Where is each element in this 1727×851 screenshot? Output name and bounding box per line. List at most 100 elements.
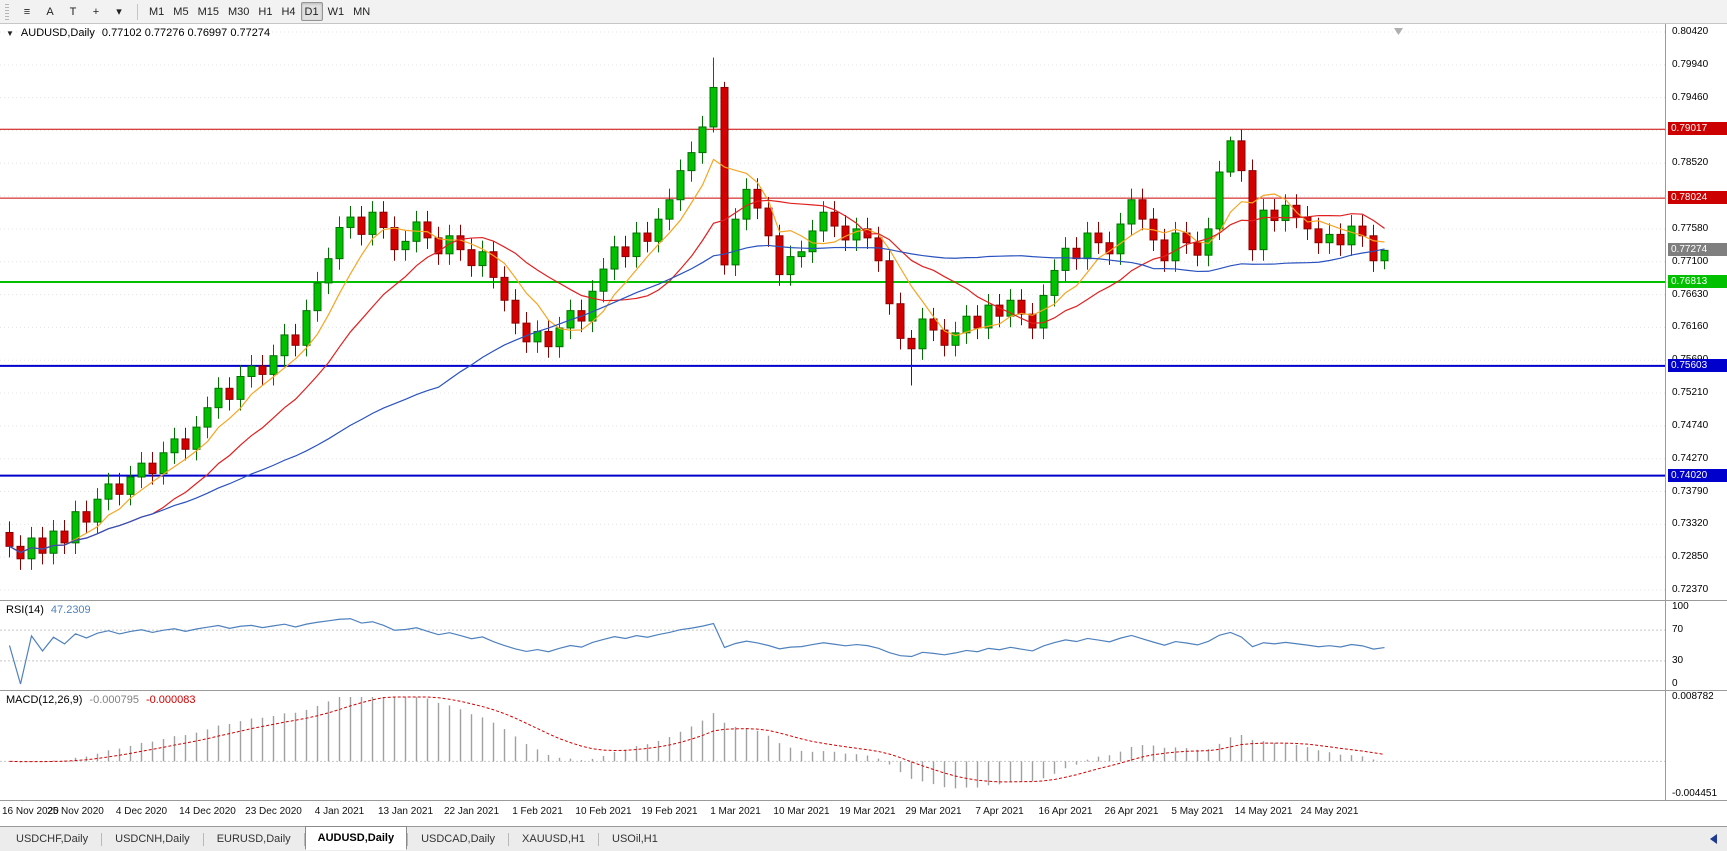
- price-level-label: 0.78024: [1668, 191, 1727, 205]
- rsi-label: RSI(14): [6, 604, 44, 616]
- chart-tab-xauusd[interactable]: XAUUSD,H1: [522, 833, 585, 845]
- time-axis-label: 5 May 2021: [1171, 806, 1224, 817]
- price-axis-tick: 0.73790: [1672, 485, 1709, 497]
- macd-label: MACD(12,26,9): [6, 694, 83, 706]
- time-axis-label: 22 Jan 2021: [443, 806, 500, 817]
- time-axis-label: 14 May 2021: [1234, 806, 1293, 817]
- chart-ohlc-values: 0.77102 0.77276 0.76997 0.77274: [101, 27, 271, 39]
- macd-pane[interactable]: MACD(12,26,9) -0.000795 -0.000083: [0, 691, 1665, 800]
- time-axis[interactable]: 16 Nov 2020 25 Nov 2020 4 Dec 2020 14 Dec 2…: [0, 801, 1727, 826]
- tab-divider: [508, 832, 510, 846]
- toolbar-separator: [137, 3, 138, 20]
- timeframe-mn-button[interactable]: MN: [353, 5, 371, 18]
- macd-title-bar: MACD(12,26,9) -0.000795 -0.000083: [6, 694, 196, 706]
- price-axis-tick: 0.74270: [1672, 452, 1709, 464]
- price-chart-canvas[interactable]: [0, 24, 1665, 600]
- chart-symbol-timeframe: AUDUSD,Daily: [20, 27, 95, 39]
- price-axis-tick: 0.75210: [1672, 387, 1709, 399]
- tab-divider: [598, 832, 599, 846]
- chart-bars-icon[interactable]: ≡: [23, 5, 31, 18]
- price-axis-tick: 0.77580: [1672, 222, 1709, 234]
- timeframe-d1-button[interactable]: D1: [300, 2, 323, 21]
- rsi-line: [8, 618, 1385, 685]
- chart-tab-usdchf[interactable]: USDCHF,Daily: [16, 833, 89, 845]
- slow-ma-line: [9, 244, 1385, 554]
- rsi-axis-tick: 30: [1672, 654, 1684, 666]
- price-axis-tick: 0.72850: [1672, 551, 1709, 563]
- price-axis-tick: 0.76160: [1672, 321, 1709, 333]
- chart-tab-usdcnh[interactable]: USDCNH,Daily: [115, 833, 190, 845]
- timeframe-m1-button[interactable]: M1: [149, 5, 165, 18]
- time-axis-label: 29 Mar 2021: [905, 806, 962, 817]
- price-level-label: 0.76813: [1668, 275, 1727, 289]
- crosshair-tool[interactable]: +: [92, 5, 100, 18]
- price-axis-tick: 0.77100: [1672, 255, 1709, 267]
- price-axis-tick: 0.80420: [1672, 26, 1709, 37]
- timeframe-m15-button[interactable]: M15: [197, 5, 219, 18]
- timeframe-h1-button[interactable]: H1: [258, 5, 273, 18]
- macd-axis-tick: -0.004451: [1672, 788, 1718, 799]
- tab-divider: [303, 832, 305, 846]
- time-axis-label: 10 Feb 2021: [575, 806, 632, 817]
- time-axis-label: 16 Apr 2021: [1038, 806, 1093, 817]
- toolbar-tools: ≡ A T + ▾: [16, 2, 130, 21]
- chart-tabs: USDCHF,Daily USDCNH,Daily EURUSD,Daily AUDU…: [3, 825, 671, 851]
- price-axis-tick: 0.78520: [1672, 157, 1709, 169]
- time-axis-label: 1 Mar 2021: [710, 806, 761, 817]
- time-axis-label: 13 Jan 2021: [377, 806, 434, 817]
- rsi-axis-tick: 100: [1672, 601, 1689, 612]
- macd-axis[interactable]: 0.008782 -0.004451: [1665, 691, 1727, 800]
- time-axis-label: 19 Feb 2021: [641, 806, 698, 817]
- macd-signal-line: [9, 696, 1385, 783]
- rsi-axis-tick: 0: [1672, 678, 1678, 689]
- price-axis-tick: 0.79940: [1672, 58, 1709, 70]
- chart-tab-usdcad[interactable]: USDCAD,Daily: [421, 833, 496, 845]
- macd-main-value: -0.000795: [89, 694, 139, 706]
- price-axis-tick: 0.76630: [1672, 288, 1709, 300]
- price-axis[interactable]: 0.804200.799400.794600.789800.785200.780…: [1665, 24, 1727, 600]
- rsi-axis[interactable]: 100 70 30 0: [1665, 601, 1727, 690]
- time-axis-label: 1 Feb 2021: [512, 806, 563, 817]
- toolbar: ≡ A T + ▾ M1 M5 M15 M30 H1 H4 D1 W1 MN: [0, 0, 1727, 24]
- time-axis-label: 23 Dec 2020: [245, 806, 302, 817]
- rsi-title-bar: RSI(14) 47.2309: [6, 604, 91, 616]
- timeframe-w1-button[interactable]: W1: [327, 5, 345, 18]
- timeframe-m30-button[interactable]: M30: [227, 5, 250, 18]
- tab-scroll-left-icon[interactable]: [1710, 834, 1717, 844]
- macd-canvas[interactable]: [0, 691, 1665, 800]
- symbol-dropdown-icon[interactable]: ▼: [6, 28, 14, 38]
- current-price-label: 0.77274: [1668, 243, 1727, 257]
- time-axis-label: 25 Nov 2020: [47, 806, 104, 817]
- chart-tabbar: USDCHF,Daily USDCNH,Daily EURUSD,Daily AUDU…: [0, 825, 1727, 851]
- tools-dropdown[interactable]: ▾: [116, 6, 122, 18]
- toolbar-timeframes: M1 M5 M15 M30 H1 H4 D1 W1 MN: [145, 2, 374, 21]
- pane-separator[interactable]: [0, 690, 1727, 691]
- time-axis-label: 16 Nov 2020: [2, 806, 59, 817]
- tab-divider: [407, 832, 409, 846]
- rsi-canvas[interactable]: [0, 601, 1665, 690]
- time-axis-label: 7 Apr 2021: [975, 806, 1024, 817]
- toolbar-grip[interactable]: [5, 3, 9, 20]
- chart-tab-usoil[interactable]: USOil,H1: [612, 833, 658, 845]
- chart-shift-marker-icon[interactable]: [1394, 28, 1403, 35]
- tab-divider: [202, 832, 204, 846]
- rsi-axis-tick: 70: [1672, 624, 1684, 636]
- timeframe-h4-button[interactable]: H4: [281, 5, 296, 18]
- time-axis-label: 4 Dec 2020: [115, 806, 168, 817]
- price-axis-tick: 0.74740: [1672, 419, 1709, 431]
- medium-ma-line: [9, 199, 1385, 554]
- chart-tab-audusd[interactable]: AUDUSD,Daily: [304, 825, 408, 850]
- rsi-pane[interactable]: RSI(14) 47.2309: [0, 601, 1665, 690]
- price-level-label: 0.75603: [1668, 358, 1727, 372]
- text-tool[interactable]: T: [69, 5, 77, 18]
- macd-signal-value: -0.000083: [145, 694, 196, 706]
- fast-ma-line: [9, 158, 1385, 554]
- pane-separator[interactable]: [0, 600, 1727, 601]
- price-chart-pane[interactable]: ▼ AUDUSD,Daily 0.77102 0.77276 0.76997 0…: [0, 24, 1665, 600]
- timeframe-m5-button[interactable]: M5: [173, 5, 189, 18]
- time-axis-label: 19 Mar 2021: [839, 806, 896, 817]
- chart-tab-eurusd[interactable]: EURUSD,Daily: [216, 833, 291, 845]
- annotation-text-tool[interactable]: A: [46, 5, 54, 18]
- pane-separator[interactable]: [0, 800, 1727, 801]
